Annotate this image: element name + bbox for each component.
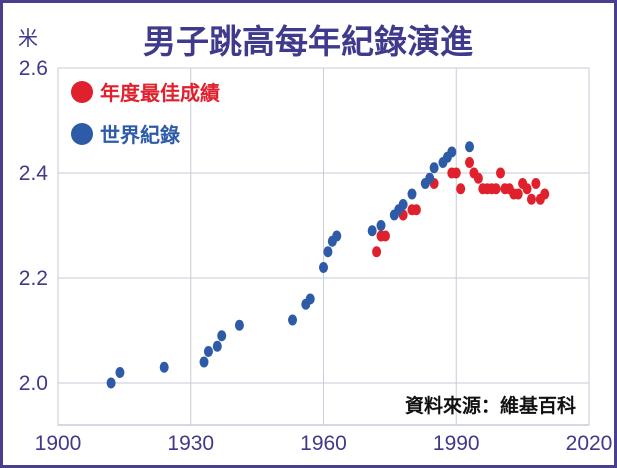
best-mark-point xyxy=(522,183,532,195)
y-tick-label: 2.6 xyxy=(19,57,48,80)
world-record-point xyxy=(288,314,298,326)
x-tick-label: 1930 xyxy=(167,432,214,455)
world-record-point xyxy=(212,340,222,352)
best-mark-point xyxy=(496,167,505,179)
best-mark-point xyxy=(451,167,461,179)
world-record-point xyxy=(305,293,315,305)
source-note: 資料來源：維基百科 xyxy=(405,394,576,417)
world-record-point xyxy=(376,220,386,231)
best-mark-point xyxy=(526,193,536,205)
world-record-point xyxy=(115,367,125,378)
x-tick-label: 1900 xyxy=(35,432,82,455)
world-record-point xyxy=(367,225,377,237)
gridlines xyxy=(57,67,590,425)
world-record-point xyxy=(465,141,475,153)
world-record-point xyxy=(106,377,116,389)
world-record-point xyxy=(407,188,417,200)
data-points xyxy=(106,141,550,389)
y-tick-label: 2.0 xyxy=(19,372,48,395)
best-mark-point xyxy=(540,188,550,200)
world-record-point xyxy=(429,162,439,174)
y-axis-unit: 米 xyxy=(18,26,38,50)
y-tick-label: 2.2 xyxy=(19,267,48,290)
world-record-point xyxy=(323,246,333,258)
world-record-point xyxy=(159,361,169,373)
best-mark-point xyxy=(380,230,390,242)
world-record-point xyxy=(447,146,457,158)
world-record-point xyxy=(234,319,244,331)
legend: 年度最佳成績 世界紀錄 xyxy=(71,81,220,147)
world-record-point xyxy=(319,262,328,273)
best-mark-point xyxy=(531,178,541,189)
best-mark-point xyxy=(473,172,483,184)
y-tick-labels: 2.0 2.2 2.4 2.6 xyxy=(19,57,49,395)
world-record-point xyxy=(398,199,408,210)
best-mark-point xyxy=(372,246,382,258)
best-mark-point xyxy=(465,157,475,168)
legend-marker-best xyxy=(71,81,93,103)
world-record-point xyxy=(217,330,227,342)
world-record-point xyxy=(203,346,213,357)
world-record-point xyxy=(332,230,342,242)
world-record-point xyxy=(199,356,209,368)
best-mark-point xyxy=(513,188,523,200)
legend-label-record: 世界紀錄 xyxy=(100,123,180,147)
chart-title: 男子跳高每年紀錄演進 xyxy=(143,22,473,61)
legend-marker-record xyxy=(71,123,93,145)
best-mark-point xyxy=(411,204,421,216)
world-record-point xyxy=(425,172,435,184)
x-tick-label: 2020 xyxy=(566,432,613,455)
legend-label-best: 年度最佳成績 xyxy=(100,81,220,105)
best-mark-point xyxy=(491,183,501,195)
best-mark-point xyxy=(456,183,466,195)
y-tick-label: 2.4 xyxy=(19,162,49,185)
x-tick-label: 1960 xyxy=(300,432,347,455)
x-tick-labels: 1900 1930 1960 1990 2020 xyxy=(35,432,613,455)
x-tick-label: 1990 xyxy=(433,432,480,455)
